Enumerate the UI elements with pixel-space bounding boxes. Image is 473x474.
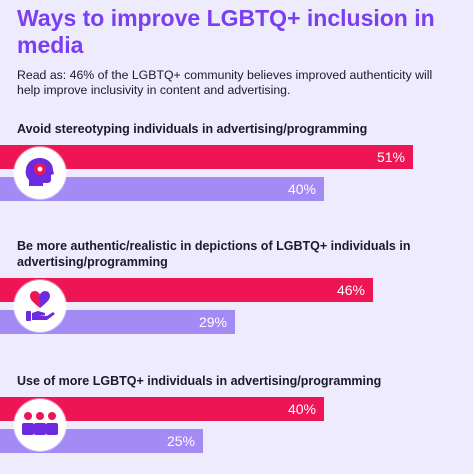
category-label: Use of more LGBTQ+ individuals in advert… xyxy=(17,374,382,388)
bar-series-1: 51% xyxy=(0,145,413,169)
page-subtitle: Read as: 46% of the LGBTQ+ community bel… xyxy=(17,68,433,97)
heart-in-hand-icon xyxy=(23,289,57,323)
data-label: 46% xyxy=(336,282,365,298)
category-label: Avoid stereotyping individuals in advert… xyxy=(17,122,368,136)
data-label: 51% xyxy=(376,149,405,165)
icon-badge xyxy=(14,399,66,451)
data-label: 29% xyxy=(198,314,227,330)
head-profile-icon xyxy=(23,156,57,190)
icon-badge xyxy=(14,280,66,332)
icon-badge xyxy=(14,147,66,199)
page-title: Ways to improve LGBTQ+ inclusion in medi… xyxy=(17,5,435,58)
data-label: 40% xyxy=(287,401,316,417)
data-label: 25% xyxy=(166,433,195,449)
data-label: 40% xyxy=(287,181,316,197)
people-group-icon xyxy=(21,410,59,440)
category-label: Be more authentic/realistic in depiction… xyxy=(17,239,411,269)
